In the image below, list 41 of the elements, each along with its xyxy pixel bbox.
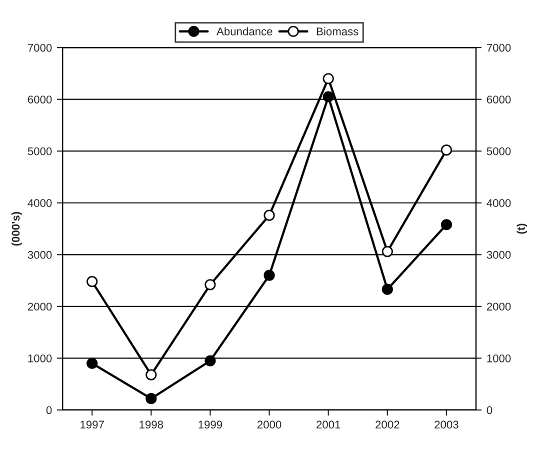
y-tick-label: 6000 — [28, 96, 52, 104]
x-tick-label: 2001 — [316, 420, 340, 429]
legend-label: Biomass — [317, 27, 358, 36]
y2-tick-label: 0 — [486, 406, 492, 414]
y2-tick-label: 7000 — [486, 44, 511, 52]
point — [204, 279, 216, 290]
y-tick-label: 5000 — [28, 147, 52, 156]
point — [86, 358, 98, 369]
y-tick-label: 4000 — [28, 199, 52, 208]
y-tick-label: 0 — [46, 406, 52, 414]
y-tick-label: 1000 — [28, 354, 52, 362]
point — [322, 91, 334, 102]
y2-tick-label: 1000 — [487, 354, 511, 362]
legend-label: Abundance — [216, 27, 272, 36]
x-tick-label: 2003 — [434, 420, 458, 429]
point — [86, 276, 98, 288]
point — [264, 210, 275, 221]
point — [322, 73, 334, 84]
y-tick-label: 3000 — [28, 250, 52, 259]
point — [264, 270, 275, 281]
x-tick-label: 1997 — [80, 420, 104, 429]
point — [382, 284, 393, 295]
point — [440, 144, 452, 156]
point — [440, 219, 452, 230]
y2-tick-label: 4000 — [486, 199, 511, 208]
y-axis-title: (000's) — [12, 212, 22, 246]
x-tick-label: 1998 — [140, 420, 164, 429]
y-tick-label: 7000 — [28, 44, 52, 52]
y2-tick-label: 2000 — [486, 302, 511, 311]
y-tick-label: 2000 — [28, 302, 52, 311]
y2-tick-label: 6000 — [486, 96, 511, 104]
y2-axis-title: (t) — [516, 224, 528, 234]
x-tick-label: 1999 — [198, 420, 222, 429]
point — [146, 393, 157, 404]
point — [382, 246, 393, 258]
y2-tick-label: 3000 — [486, 250, 511, 259]
point — [204, 355, 216, 366]
y2-tick-label: 5000 — [486, 147, 511, 156]
x-tick-label: 2000 — [257, 420, 282, 429]
point — [146, 369, 157, 380]
x-tick-label: 2002 — [376, 420, 400, 429]
